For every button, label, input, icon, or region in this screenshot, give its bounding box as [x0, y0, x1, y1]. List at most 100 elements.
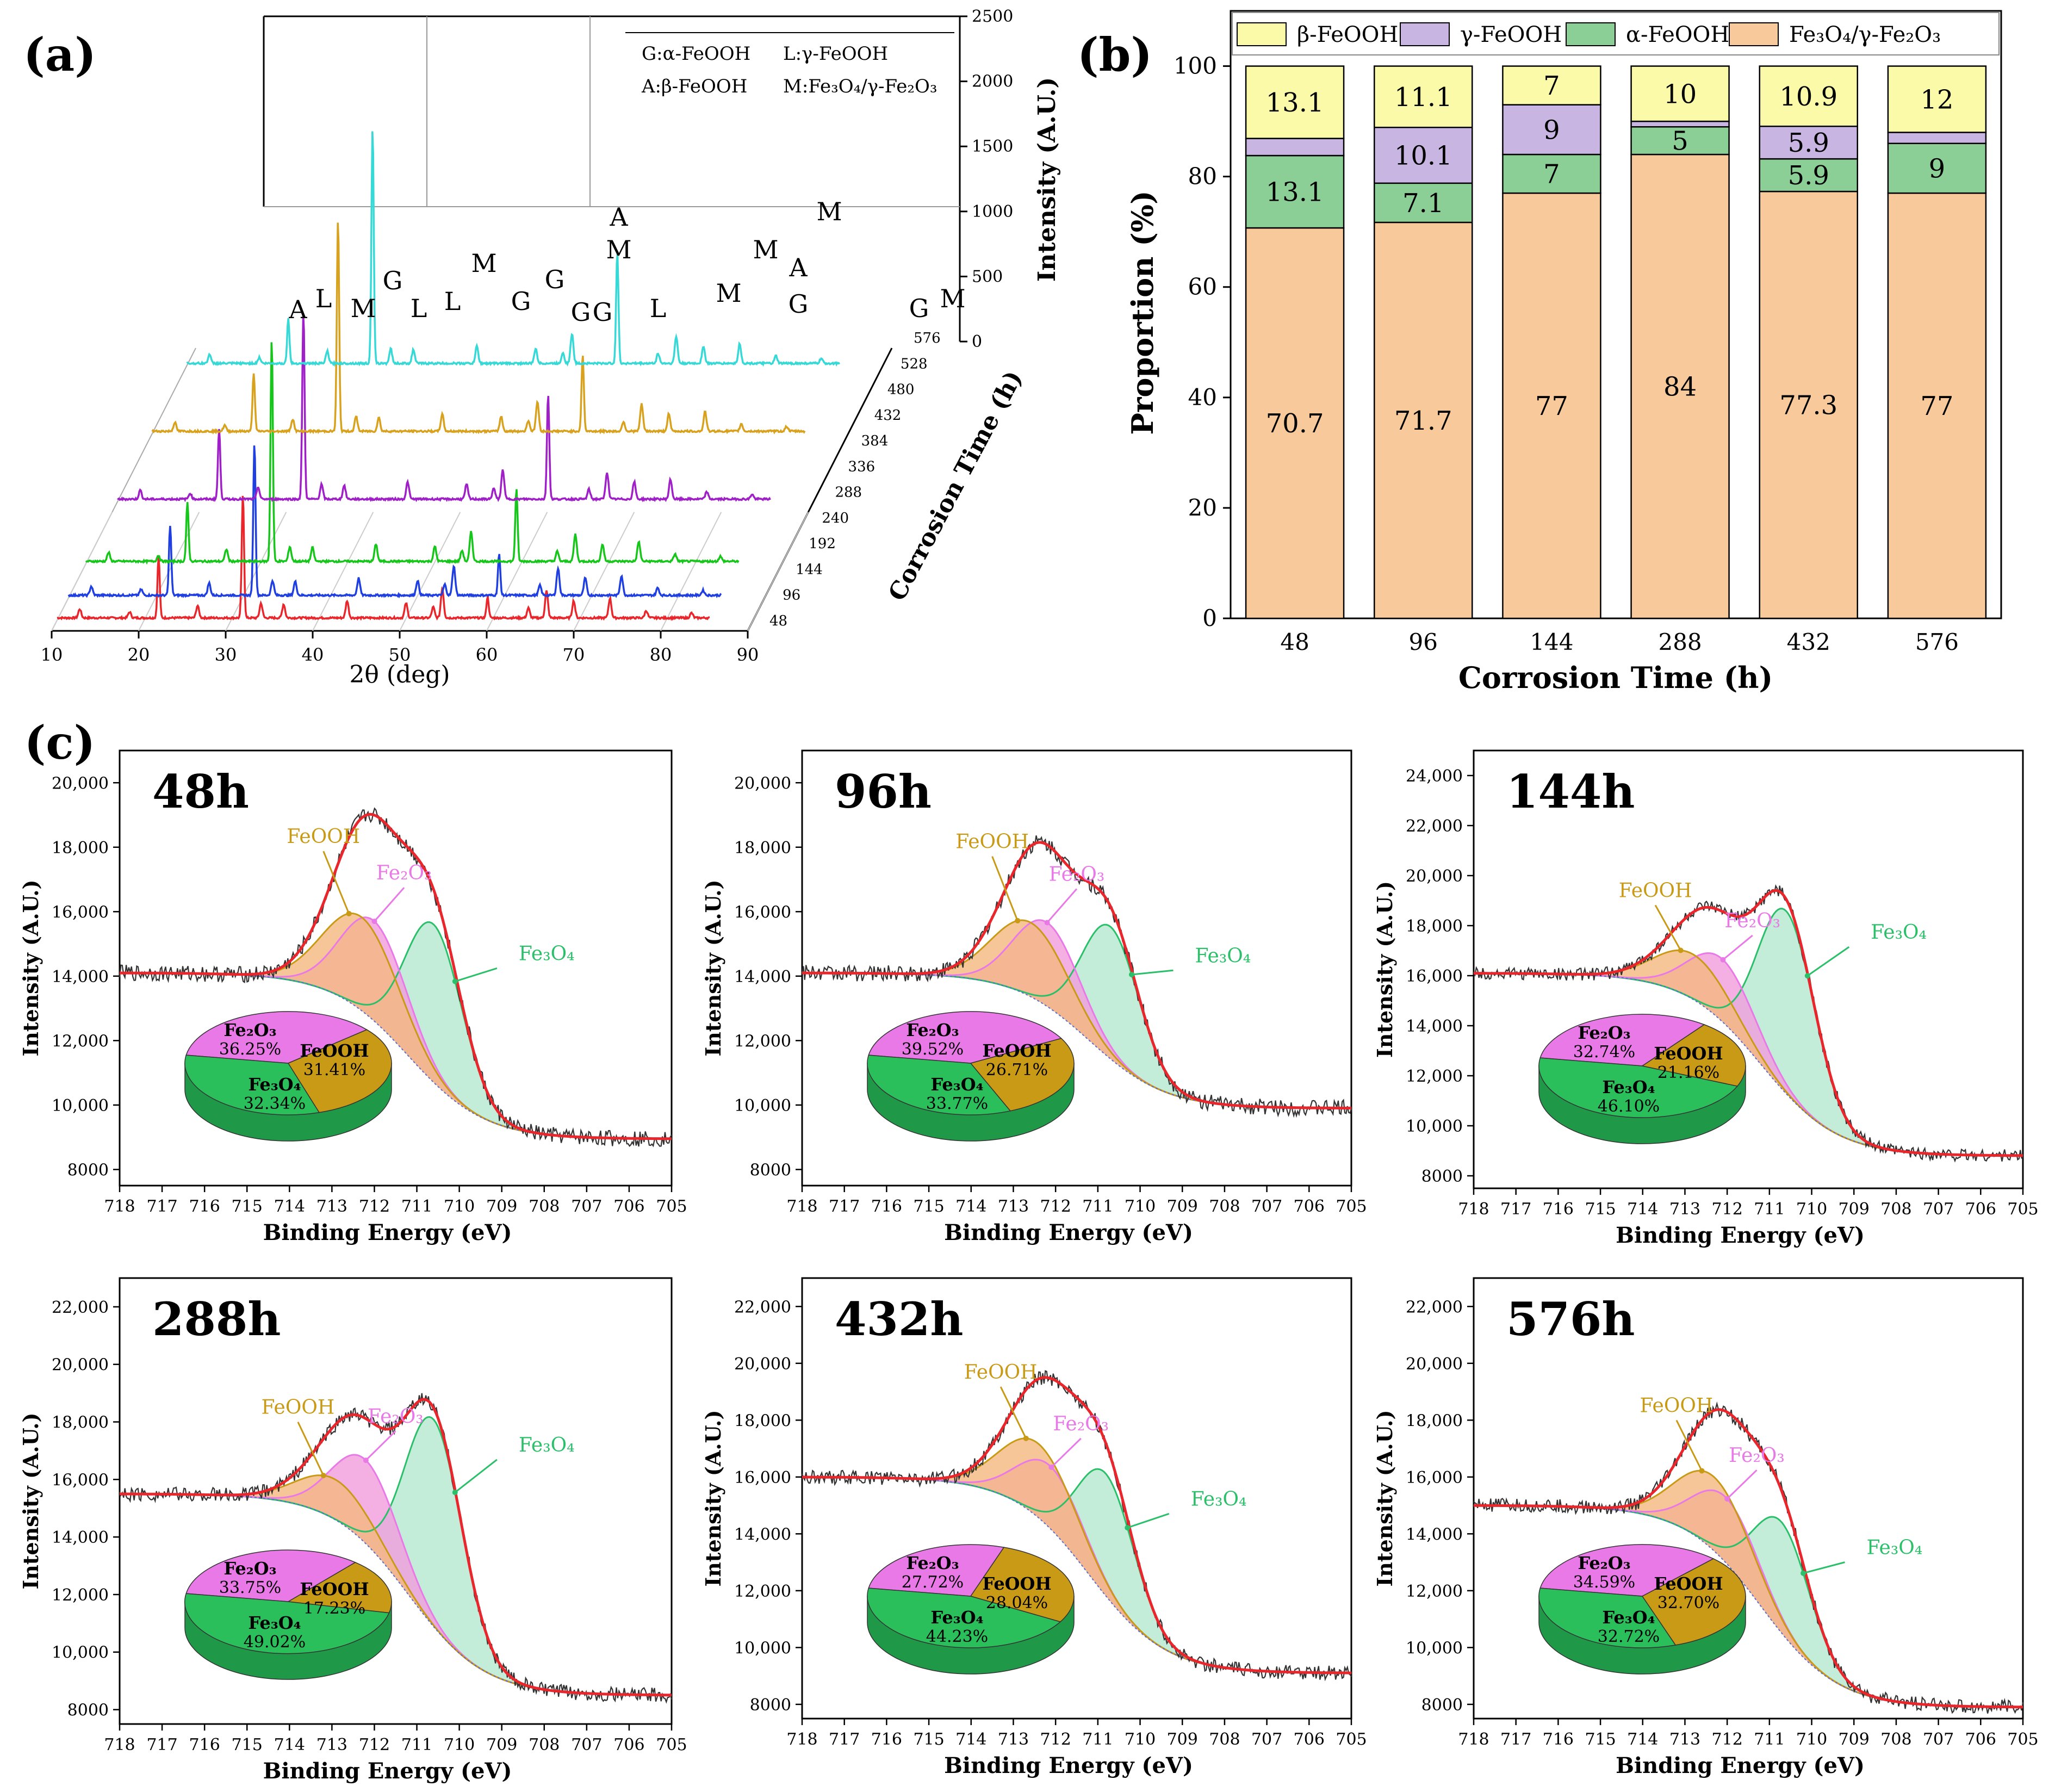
- fit-envelope-line: [119, 813, 672, 1140]
- y-tick-label: 12,000: [52, 1032, 109, 1051]
- x-axis-title: Binding Energy (eV): [1616, 1223, 1865, 1248]
- component-arrow: [455, 967, 498, 982]
- pie-slice-percent: 32.34%: [244, 1094, 306, 1113]
- x-axis-title: Binding Energy (eV): [263, 1758, 512, 1784]
- y-tick-label: 20,000: [734, 774, 791, 793]
- bar-segment: [1887, 132, 1987, 144]
- z-tick-label: 576: [914, 330, 941, 346]
- subplot-title: 288h: [152, 1292, 281, 1346]
- legend-entry: γ-FeOOH: [1460, 22, 1562, 47]
- y-tick-label: 16,000: [52, 1471, 109, 1490]
- y-tick-label: 12,000: [52, 1586, 109, 1605]
- y-axis-title: Intensity (A.U.): [18, 1412, 43, 1589]
- floor-grid: [573, 512, 635, 631]
- x-tick-label: 707: [1923, 1730, 1954, 1749]
- y-tick-label: 1500: [972, 137, 1013, 156]
- x-tick-label: 432: [1787, 629, 1830, 655]
- pie-slice-percent: 39.52%: [902, 1040, 964, 1059]
- pie-slice: [1539, 1014, 1705, 1066]
- x-tick-label: 708: [1880, 1200, 1911, 1219]
- x-tick-label: 706: [1965, 1200, 1996, 1219]
- x-tick-label: 708: [1880, 1730, 1911, 1749]
- bar-data-label: 9: [1543, 115, 1560, 145]
- x-tick-label: 712: [359, 1735, 390, 1754]
- y-tick-label: 16,000: [734, 1468, 791, 1487]
- x-tick-label: 707: [1923, 1200, 1954, 1219]
- pie-slice-name: FeOOH: [1654, 1573, 1723, 1594]
- legend-swatch: [1400, 22, 1450, 46]
- x-tick-label: 711: [1754, 1730, 1785, 1749]
- x-tick-label: 717: [829, 1730, 860, 1749]
- x-tick-label: 717: [829, 1197, 860, 1216]
- bar-segment: [1245, 227, 1345, 619]
- x-tick-label: 716: [1543, 1730, 1574, 1749]
- x-tick-label: 96: [1409, 629, 1438, 655]
- x-tick-label: 717: [146, 1197, 177, 1216]
- x-tick-label: 715: [1585, 1200, 1616, 1219]
- x-tick-label: 718: [786, 1197, 817, 1216]
- x-axis-title: Binding Energy (eV): [263, 1220, 512, 1245]
- component-label: Fe₂O₃: [1729, 1444, 1785, 1467]
- floor-grid: [312, 512, 374, 631]
- bar-data-label: 11.1: [1394, 82, 1452, 113]
- x-tick-label: 714: [1627, 1730, 1658, 1749]
- subplot-title: 48h: [152, 765, 249, 819]
- legend-swatch: [1566, 22, 1616, 46]
- bar-segment: [1630, 126, 1730, 156]
- x-tick-label: 20: [128, 644, 150, 665]
- y-tick-label: 18,000: [52, 1413, 109, 1433]
- peak-label: M: [606, 235, 631, 264]
- pie-slice-name: FeOOH: [300, 1040, 369, 1061]
- component-label: Fe₂O₃: [1049, 863, 1105, 885]
- y-tick-label: 0: [1202, 605, 1217, 631]
- x-tick-label: 718: [1458, 1200, 1489, 1219]
- x-tick-label: 714: [955, 1197, 986, 1216]
- component-arrow: [1046, 888, 1078, 923]
- bar-data-label: 10.9: [1779, 82, 1837, 112]
- component-label: Fe₂O₃: [376, 862, 432, 884]
- x-tick-label: 705: [1336, 1197, 1367, 1216]
- y-tick-label: 24,000: [1406, 767, 1463, 786]
- y-tick-label: 40: [1188, 384, 1217, 411]
- pie-slice-percent: 36.25%: [219, 1040, 281, 1059]
- y-tick-label: 12,000: [734, 1032, 791, 1051]
- pie-slice-percent: 27.72%: [902, 1573, 964, 1592]
- peak-label: L: [444, 287, 461, 316]
- bar-segment: [1630, 120, 1730, 128]
- y-tick-label: 0: [972, 332, 982, 351]
- x-tick-label: 718: [786, 1730, 817, 1749]
- peak-label: M: [940, 284, 965, 313]
- z-tick-label: 144: [796, 561, 823, 578]
- component-label: FeOOH: [955, 831, 1029, 853]
- pie-slice: [1641, 1558, 1746, 1646]
- component-arrow: [1131, 969, 1174, 976]
- component-arrow-head: [1720, 957, 1726, 963]
- bar-data-label: 71.7: [1394, 406, 1452, 436]
- subplot-title: 432h: [835, 1292, 963, 1346]
- x-tick-label: 715: [232, 1735, 263, 1754]
- bar-segment: [1245, 154, 1345, 229]
- x-tick-label: 705: [656, 1197, 687, 1216]
- pie-slice-percent: 49.02%: [244, 1633, 306, 1652]
- y-tick-label: 8000: [1421, 1696, 1463, 1715]
- component-arrow-head: [1699, 1468, 1705, 1474]
- component-arrow-head: [1044, 920, 1050, 926]
- component-arrow-head: [452, 978, 458, 984]
- x-tick-label: 70: [563, 644, 585, 665]
- z-tick-label: 192: [809, 536, 836, 552]
- x-tick-label: 713: [1669, 1200, 1700, 1219]
- pie-slice-name: Fe₃O₄: [1602, 1077, 1655, 1097]
- component-label: FeOOH: [1640, 1394, 1713, 1417]
- x-tick-label: 706: [613, 1735, 644, 1754]
- y-tick-label: 14,000: [52, 968, 109, 987]
- pie-slice: [287, 1029, 392, 1113]
- x-tick-label: 716: [1543, 1200, 1574, 1219]
- x-tick-label: 712: [1040, 1197, 1071, 1216]
- peak-label: G: [909, 294, 929, 323]
- pie-slice: [970, 1038, 1075, 1112]
- component-arrow-head: [1125, 1525, 1131, 1531]
- x-tick-label: 716: [189, 1197, 220, 1216]
- y-tick-label: 2000: [972, 72, 1013, 91]
- xrd-series-line-432: [151, 222, 806, 435]
